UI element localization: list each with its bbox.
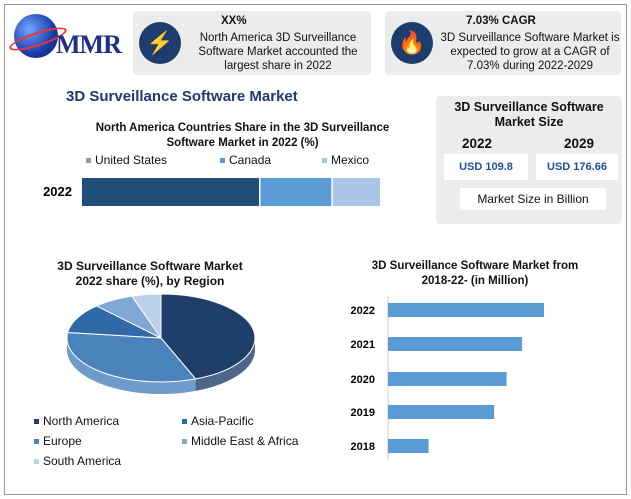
stacked-bar-segment-canada [260,178,332,206]
highlight-card-share: ⚡ XX% North America 3D Surveillance Soft… [133,11,371,75]
legend-swatch [86,158,91,164]
market-size-panel: 3D Surveillance Software Market Size 202… [436,96,622,224]
highlight-text: North America 3D Surveillance Software M… [198,32,358,72]
legend-swatch [182,439,187,445]
bar-category-label: 2018 [351,441,375,453]
legend-item-asia-pacific: Asia-Pacific [182,414,254,428]
highlight-heading: 7.03% CAGR [466,15,536,27]
bar-2021 [388,337,523,351]
bar-category-label: 2021 [351,339,375,351]
market-size-unit: Market Size in Billion [460,188,606,210]
bar-chart-title: 3D Surveillance Software Market from 201… [371,260,579,287]
bar-category-label: 2022 [351,305,375,317]
pie-slice-asia-pacific [67,305,162,339]
market-value-2029: USD 176.66 [536,154,618,180]
stacked-bar-segment-united-states [82,178,259,206]
legend-swatch [220,158,225,164]
legend-item-europe: Europe [34,434,82,448]
bar-2020 [388,372,507,386]
legend-item-north-america: North America [34,414,119,428]
highlight-card-cagr: 🔥 7.03% CAGR 3D Surveillance Software Ma… [385,11,621,75]
legend-swatch [34,419,39,425]
legend-swatch [34,439,39,445]
bar-category-label: 2019 [351,407,375,419]
bar-2019 [388,405,495,419]
globe-icon [14,14,58,58]
market-size-title: 3D Surveillance Software Market Size [454,100,604,129]
stacked-bar-segment-mexico [332,178,380,206]
bar-2018 [388,439,429,453]
legend-swatch [182,419,187,425]
flame-icon: 🔥 [391,22,433,64]
legend-item-middle-east-africa: Middle East & Africa [182,434,298,448]
pie-slice-north-america [160,293,256,380]
legend-swatch [34,459,39,465]
bar-category-label: 2020 [351,374,375,386]
year-label-2022: 2022 [462,136,493,151]
infographic-frame [4,4,627,495]
pie-side-north-america [195,338,255,391]
main-title: 3D Surveillance Software Market [66,88,298,105]
stacked-bar-category-label: 2022 [43,184,72,199]
logo-text: MMR [56,30,122,59]
legend-swatch [322,158,327,164]
stacked-chart-title: North America Countries Share in the 3D … [95,122,390,149]
legend-item-mexico: Mexico [322,153,369,167]
market-value-2022: USD 109.8 [444,154,528,180]
pie-slice-south-america [131,293,162,340]
year-label-2029: 2029 [564,136,595,151]
pie-slice-europe [66,331,197,383]
legend-item-south-america: South America [34,454,121,468]
pie-side-europe [67,338,196,394]
bar-2022 [388,303,544,317]
highlight-text: 3D Surveillance Software Market is expec… [440,32,620,72]
legend-item-united-states: United States [86,153,167,167]
legend-item-canada: Canada [220,153,271,167]
brand-logo: MMR [7,10,132,70]
lightning-icon: ⚡ [139,22,181,64]
pie-chart-title: 3D Surveillance Software Market 2022 sha… [57,259,243,288]
highlight-heading: XX% [221,15,247,27]
